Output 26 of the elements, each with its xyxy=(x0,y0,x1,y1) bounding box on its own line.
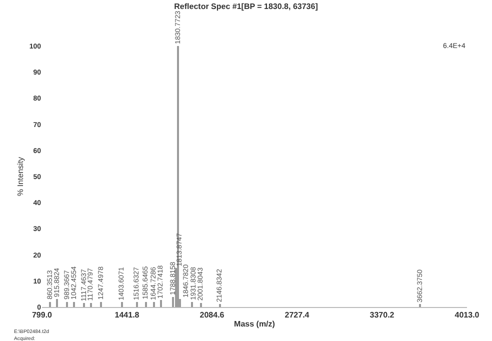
bar xyxy=(191,302,193,307)
bar xyxy=(100,302,102,307)
bar xyxy=(177,46,179,307)
bar xyxy=(136,302,138,307)
bar xyxy=(83,303,85,307)
x-tick-label: 3370.2 xyxy=(370,310,395,320)
x-tick-label: 799.0 xyxy=(32,310,53,320)
y-axis-title: % Intensity xyxy=(16,156,26,196)
bar xyxy=(121,302,123,307)
bar xyxy=(153,302,155,307)
bar xyxy=(419,304,421,307)
bar xyxy=(49,302,51,307)
x-tick-label: 4013.0 xyxy=(454,310,480,320)
x-tick-label: 1441.8 xyxy=(114,310,140,320)
chart-title: Reflector Spec #1[BP = 1830.8, 63736] xyxy=(174,2,318,12)
bar xyxy=(200,303,202,307)
bar xyxy=(73,302,75,307)
bar xyxy=(160,300,162,307)
bar xyxy=(145,302,147,307)
x-tick-label: 2084.6 xyxy=(200,310,225,320)
bar xyxy=(219,304,221,307)
bar xyxy=(66,302,68,307)
bar xyxy=(90,303,92,307)
bar xyxy=(56,299,58,307)
x-tick-label: 2727.4 xyxy=(284,310,310,320)
x-axis-title: Mass (m/z) xyxy=(234,320,276,329)
